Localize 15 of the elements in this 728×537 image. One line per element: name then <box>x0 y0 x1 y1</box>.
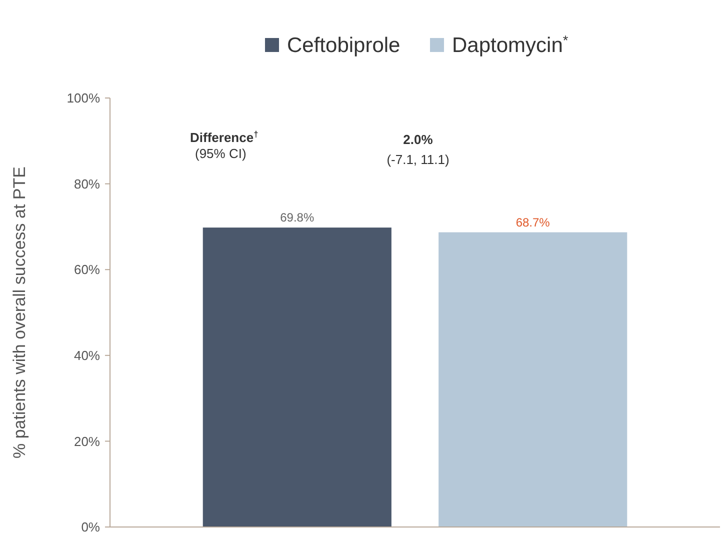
y-tick-label: 60% <box>74 262 100 278</box>
legend-label: Ceftobiprole <box>287 34 400 57</box>
data-label: 69.8% <box>280 210 314 225</box>
annotation: (-7.1, 11.1) <box>386 152 450 167</box>
data-label: 68.7% <box>516 215 550 230</box>
y-tick-label: 20% <box>74 434 100 449</box>
annotation: 2.0% <box>403 132 434 147</box>
annotation: Difference$^{†}$ <box>190 129 259 145</box>
y-tick-label: 80% <box>74 176 100 192</box>
annotation: (95% CI) <box>195 146 246 161</box>
y-tick-label: 0% <box>81 520 100 535</box>
y-axis-title: % patients with overall success at PTE <box>10 166 29 458</box>
y-tick-label: 100% <box>66 90 100 106</box>
legend-label: Daptomycin$^{*}$ <box>452 32 569 57</box>
y-tick-label: 40% <box>74 348 100 363</box>
